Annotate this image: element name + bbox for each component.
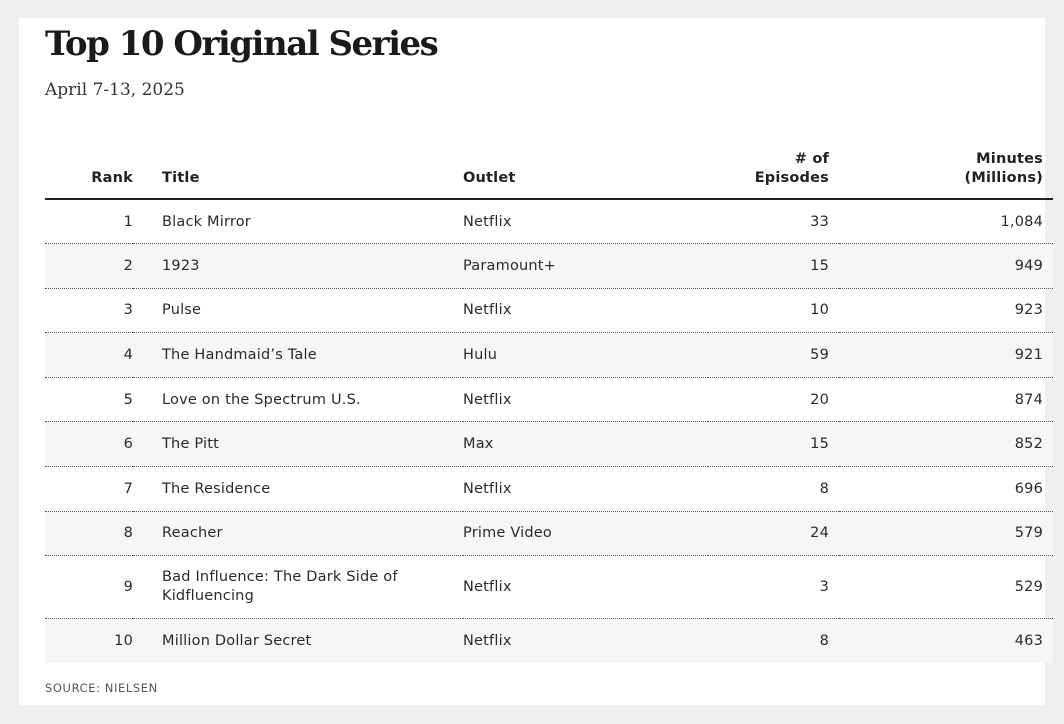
minutes-cell: 923 <box>839 288 1053 334</box>
table-row: 1 Black Mirror Netflix 33 1,084 <box>45 199 1053 245</box>
episodes-cell: 10 <box>708 288 839 334</box>
episodes-cell: 8 <box>708 618 839 664</box>
outlet-cell: Netflix <box>463 618 708 664</box>
table-row: 5 Love on the Spectrum U.S. Netflix 20 8… <box>45 377 1053 423</box>
episodes-cell: 15 <box>708 421 839 468</box>
outlet-cell: Netflix <box>463 377 708 423</box>
source-note: SOURCE: NIELSEN <box>45 681 158 695</box>
table-header-row: Rank Title Outlet # of Episodes Minutes … <box>45 136 1053 200</box>
outlet-cell: Netflix <box>463 288 708 334</box>
column-header-minutes: Minutes (Millions) <box>839 136 1053 200</box>
table-row: 2 1923 Paramount+ 15 949 <box>45 243 1053 289</box>
column-header-minutes-line2: (Millions) <box>964 170 1043 186</box>
rank-cell: 8 <box>45 511 133 557</box>
ranking-table: Rank Title Outlet # of Episodes Minutes … <box>45 136 1053 664</box>
rank-cell: 5 <box>45 377 133 423</box>
table-row: 9 Bad Influence: The Dark Side of Kidflu… <box>45 555 1053 620</box>
outlet-cell: Prime Video <box>463 511 708 557</box>
episodes-cell: 20 <box>708 377 839 423</box>
outlet-cell: Paramount+ <box>463 243 708 289</box>
table-row: 8 Reacher Prime Video 24 579 <box>45 511 1053 557</box>
rank-cell: 7 <box>45 466 133 512</box>
title-cell-line1: Bad Influence: The Dark Side of <box>162 569 398 586</box>
rank-cell: 10 <box>45 618 133 664</box>
rank-cell: 2 <box>45 243 133 289</box>
outlet-cell: Netflix <box>463 555 708 620</box>
minutes-cell: 949 <box>839 243 1053 289</box>
table-row: 4 The Handmaid’s Tale Hulu 59 921 <box>45 332 1053 378</box>
table-row: 6 The Pitt Max 15 852 <box>45 421 1053 468</box>
chart-subtitle: April 7-13, 2025 <box>45 80 185 100</box>
minutes-cell: 579 <box>839 511 1053 557</box>
column-header-episodes-line1: # of <box>794 151 829 167</box>
episodes-cell: 59 <box>708 332 839 378</box>
column-header-minutes-line1: Minutes <box>976 151 1043 167</box>
title-cell: Million Dollar Secret <box>133 618 463 664</box>
episodes-cell: 24 <box>708 511 839 557</box>
title-cell: The Residence <box>133 466 463 512</box>
minutes-cell: 1,084 <box>839 199 1053 245</box>
chart-title: Top 10 Original Series <box>45 24 439 64</box>
outlet-cell: Netflix <box>463 199 708 245</box>
table-row: 3 Pulse Netflix 10 923 <box>45 288 1053 334</box>
rank-cell: 9 <box>45 555 133 620</box>
minutes-cell: 529 <box>839 555 1053 620</box>
episodes-cell: 3 <box>708 555 839 620</box>
title-cell: The Handmaid’s Tale <box>133 332 463 378</box>
table-card: Top 10 Original Series April 7-13, 2025 … <box>19 18 1053 705</box>
title-cell: 1923 <box>133 243 463 289</box>
title-cell: The Pitt <box>133 421 463 468</box>
minutes-cell: 874 <box>839 377 1053 423</box>
title-cell: Reacher <box>133 511 463 557</box>
episodes-cell: 33 <box>708 199 839 245</box>
rank-cell: 3 <box>45 288 133 334</box>
outlet-cell: Hulu <box>463 332 708 378</box>
episodes-cell: 15 <box>708 243 839 289</box>
episodes-cell: 8 <box>708 466 839 512</box>
minutes-cell: 696 <box>839 466 1053 512</box>
table-row: 10 Million Dollar Secret Netflix 8 463 <box>45 618 1053 664</box>
column-header-outlet: Outlet <box>463 136 708 200</box>
column-header-episodes: # of Episodes <box>708 136 839 200</box>
rank-cell: 6 <box>45 421 133 468</box>
rank-cell: 4 <box>45 332 133 378</box>
column-header-title: Title <box>133 136 463 200</box>
minutes-cell: 921 <box>839 332 1053 378</box>
outlet-cell: Max <box>463 421 708 468</box>
title-cell-line2: Kidfluencing <box>162 588 254 605</box>
title-cell: Pulse <box>133 288 463 334</box>
title-cell: Black Mirror <box>133 199 463 245</box>
minutes-cell: 463 <box>839 618 1053 664</box>
outlet-cell: Netflix <box>463 466 708 512</box>
title-cell: Bad Influence: The Dark Side of Kidfluen… <box>133 555 463 620</box>
column-header-episodes-line2: Episodes <box>754 170 829 186</box>
table-row: 7 The Residence Netflix 8 696 <box>45 466 1053 512</box>
title-cell: Love on the Spectrum U.S. <box>133 377 463 423</box>
rank-cell: 1 <box>45 199 133 245</box>
minutes-cell: 852 <box>839 421 1053 468</box>
column-header-rank: Rank <box>45 136 133 200</box>
